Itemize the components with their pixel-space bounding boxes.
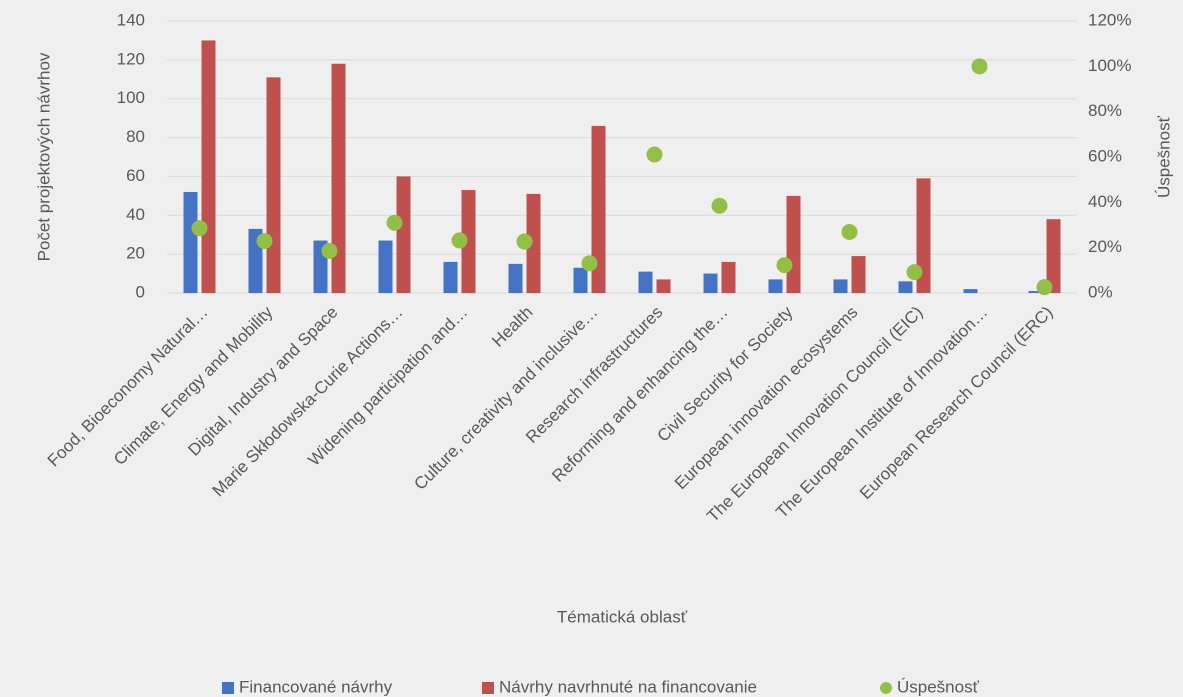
bar	[266, 77, 281, 293]
success-marker	[256, 233, 273, 250]
y2-tick-label: 20%	[1088, 237, 1122, 256]
success-marker	[646, 146, 663, 163]
success-marker	[1036, 279, 1053, 296]
bar	[573, 267, 588, 293]
y2-tick-label: 40%	[1088, 192, 1122, 211]
bar	[768, 279, 783, 293]
success-marker	[971, 58, 988, 75]
y2-tick-label: 100%	[1088, 56, 1131, 75]
success-marker	[321, 242, 338, 259]
success-marker	[191, 220, 208, 237]
bar	[396, 176, 411, 293]
y-tick-label: 20	[126, 244, 145, 263]
bar	[508, 263, 523, 293]
success-marker	[581, 255, 598, 272]
y-tick-label: 0	[136, 282, 145, 301]
success-marker	[516, 233, 533, 250]
y2-tick-label: 0%	[1088, 282, 1113, 301]
bar	[183, 191, 198, 293]
success-marker	[906, 264, 923, 281]
bar	[833, 279, 848, 293]
x-tick-label: Health	[488, 303, 536, 351]
legend-marker	[880, 682, 892, 694]
bar	[1028, 291, 1043, 293]
bar	[591, 125, 606, 294]
success-marker	[386, 214, 403, 231]
y-tick-label: 80	[126, 127, 145, 146]
bar	[461, 190, 476, 293]
bar	[656, 279, 671, 293]
y2-tick-label: 80%	[1088, 101, 1122, 120]
y-axis-title: Počet projektových návrhov	[34, 52, 53, 261]
y-tick-label: 120	[117, 49, 145, 68]
y2-tick-label: 60%	[1088, 146, 1122, 165]
bar	[851, 256, 866, 293]
success-marker	[711, 197, 728, 214]
bar	[526, 193, 541, 293]
bar	[443, 261, 458, 293]
bar	[378, 240, 393, 293]
y-tick-label: 40	[126, 205, 145, 224]
y2-tick-label: 120%	[1088, 10, 1131, 29]
legend-label: Úspešnosť	[897, 677, 980, 696]
y-tick-label: 100	[117, 88, 145, 107]
bar	[331, 63, 346, 293]
success-marker	[451, 232, 468, 249]
y-tick-label: 60	[126, 166, 145, 185]
legend-swatch	[222, 682, 234, 694]
y2-axis-title: Úspešnosť	[1154, 115, 1173, 198]
legend-label: Financované návrhy	[239, 677, 393, 696]
bar	[1046, 219, 1061, 293]
legend-swatch	[482, 682, 494, 694]
success-marker	[776, 257, 793, 274]
y-tick-label: 140	[117, 10, 145, 29]
bar	[638, 271, 653, 293]
bar	[703, 273, 718, 293]
bar	[898, 281, 913, 293]
bar	[721, 261, 736, 293]
x-axis-title: Tématická oblasť	[557, 607, 688, 626]
legend-label: Návrhy navrhnuté na financovanie	[499, 677, 757, 696]
bar	[786, 195, 801, 293]
bar	[201, 40, 216, 293]
success-marker	[841, 224, 858, 241]
bar	[963, 289, 978, 293]
bar	[916, 178, 931, 293]
